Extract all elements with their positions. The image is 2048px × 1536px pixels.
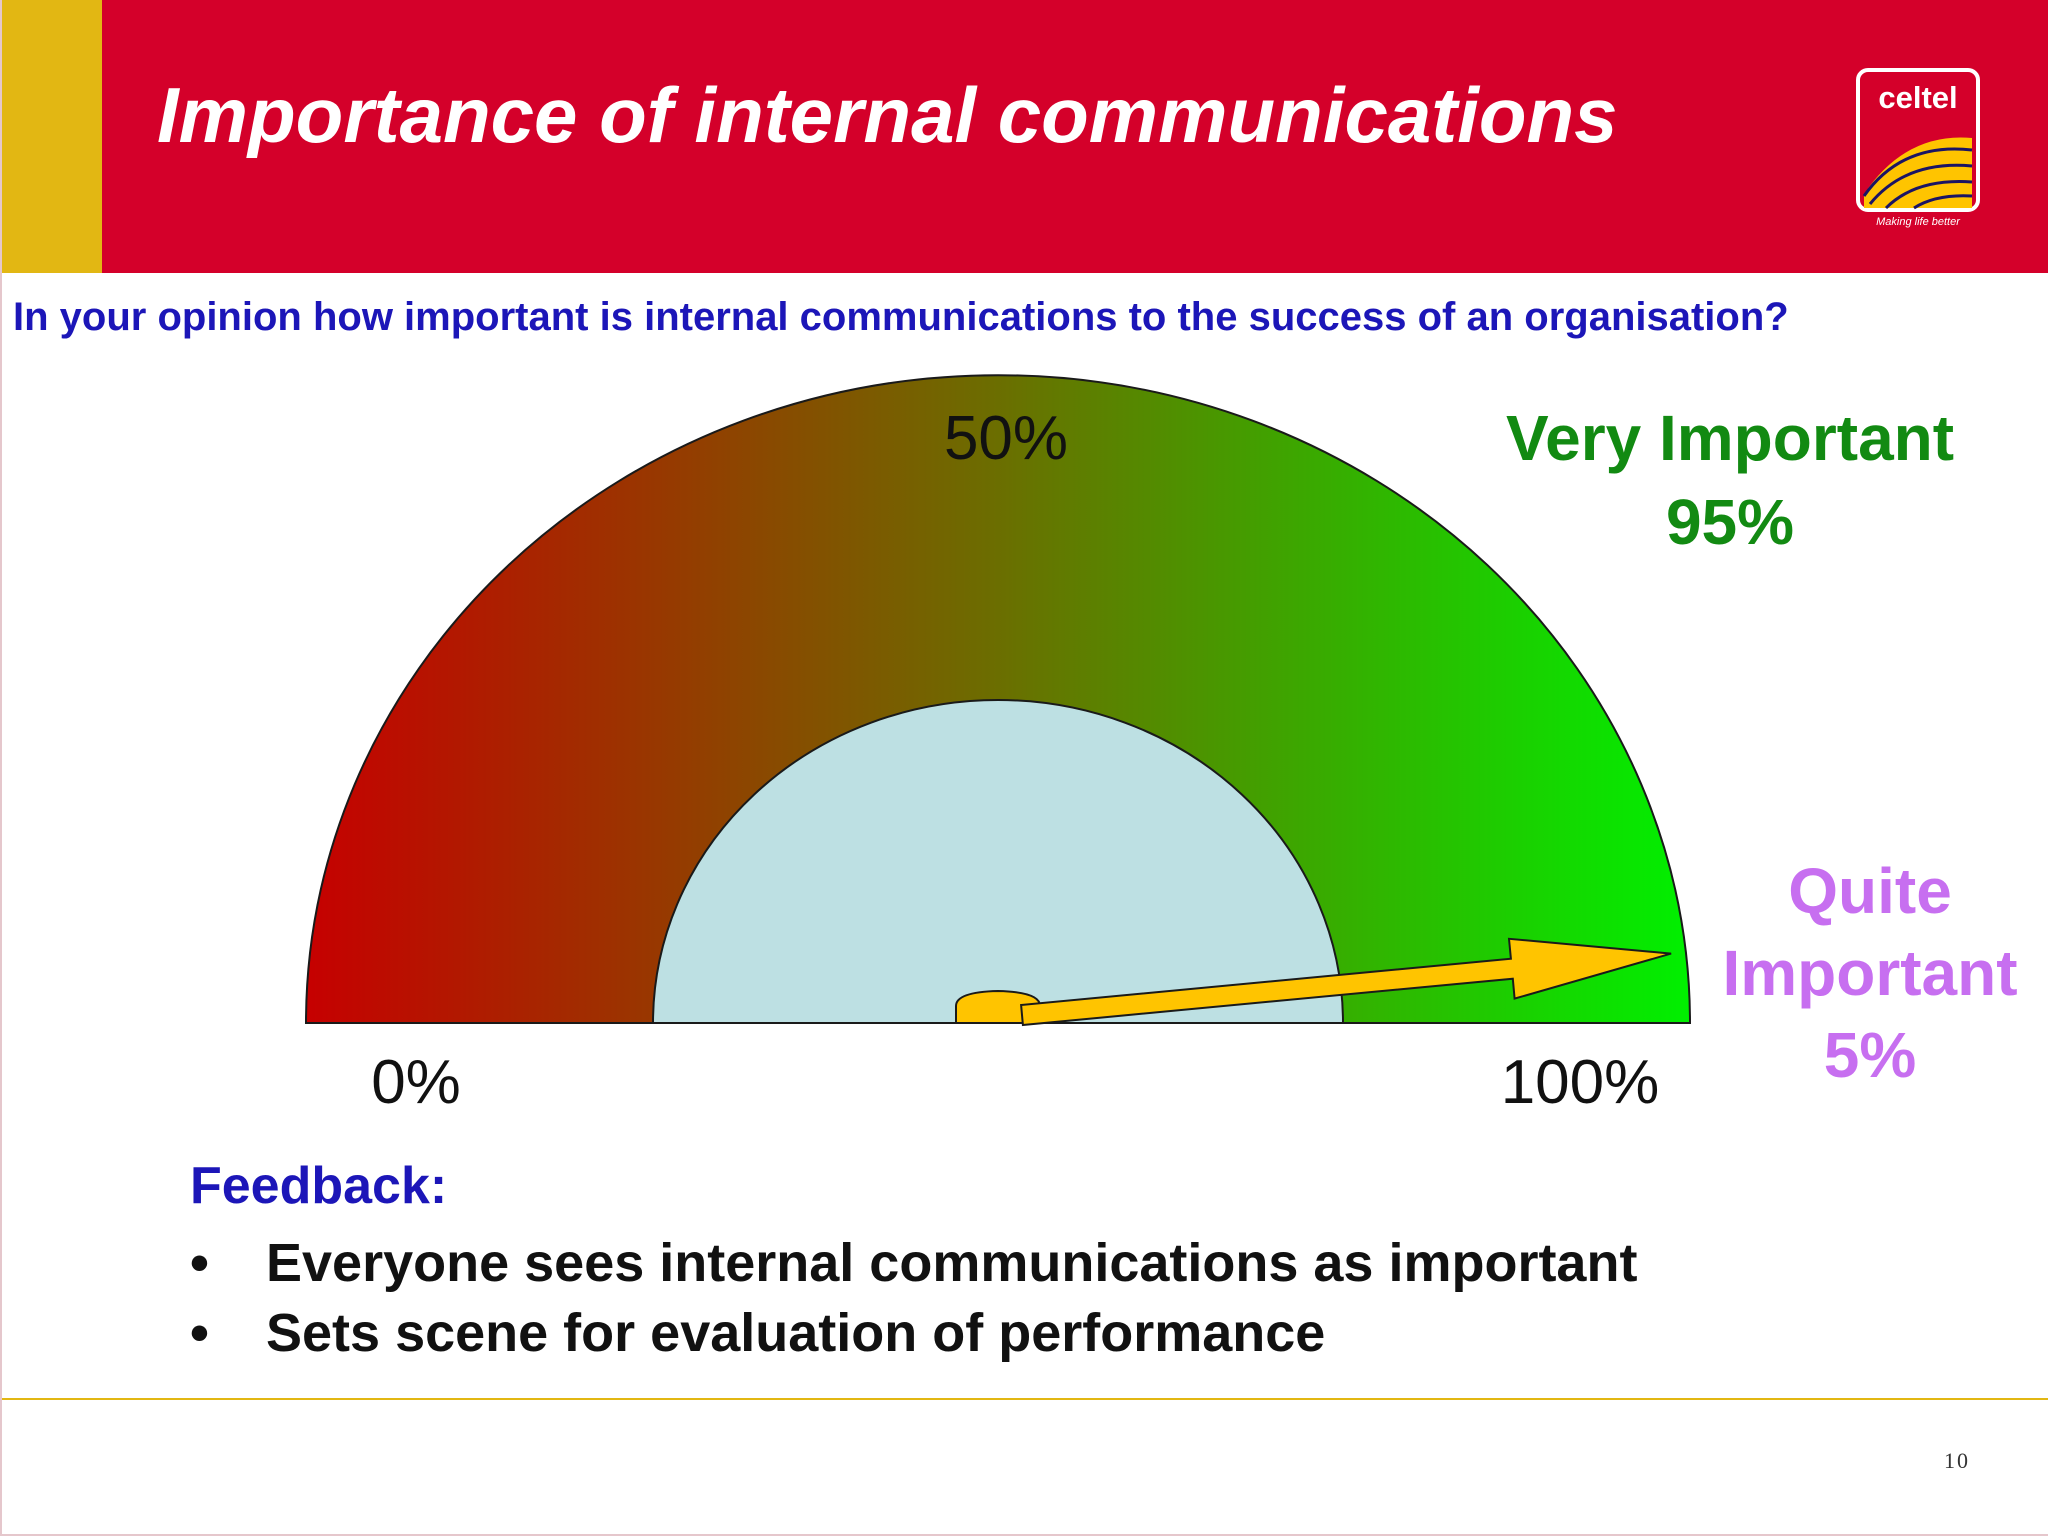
feedback-item-text: Everyone sees internal communications as… [266,1233,1638,1293]
feedback-item: • Everyone sees internal communications … [190,1228,1637,1298]
header-accent-bar [0,0,102,273]
quite-important-callout: Quite Important 5% [1700,850,2040,1096]
feedback-item: • Sets scene for evaluation of performan… [190,1298,1637,1368]
gauge-needle [1020,937,1672,1027]
bullet-icon: • [190,1303,209,1363]
feedback-heading: Feedback: [190,1157,448,1215]
header-band [0,0,2048,273]
page-number: 10 [1944,1448,1970,1473]
quite-important-label-line1: Quite [1788,855,1952,927]
logo-tagline: Making life better [1876,216,1960,228]
footer-divider [0,1398,2048,1400]
gauge-tick-labels: 0% 50% 100% [371,404,1659,1117]
survey-question: In your opinion how important is interna… [13,295,1789,339]
feedback-item-text: Sets scene for evaluation of performance [266,1303,1326,1363]
very-important-value: 95% [1665,486,1795,558]
tick-label-100: 100% [1501,1048,1660,1117]
gauge-hub [651,699,1345,1024]
logo-wordmark: celtel [1878,80,1958,115]
quite-important-label-line2: Important [1722,937,2018,1009]
slide-left-border [0,0,2,1536]
needle-arrow [1020,937,1672,1027]
very-important-label: Very Important [1505,402,1955,474]
slide-bottom-border [0,1534,2048,1536]
logo-graphic [1856,68,1980,212]
celtel-logo: celtel Making life better [1856,68,1980,238]
quite-important-value: 5% [1823,1019,1917,1091]
tick-label-50: 50% [944,404,1068,473]
feedback-list: • Everyone sees internal communications … [190,1228,1637,1368]
feedback-section: Feedback: • Everyone sees internal commu… [190,1160,1637,1368]
gauge-chart: 0% 50% 100% [304,374,1692,1117]
very-important-callout: Very Important 95% [1480,396,1980,564]
slide-title: Importance of internal communications [157,71,1618,159]
tick-label-0: 0% [371,1048,461,1117]
bullet-icon: • [190,1233,209,1293]
